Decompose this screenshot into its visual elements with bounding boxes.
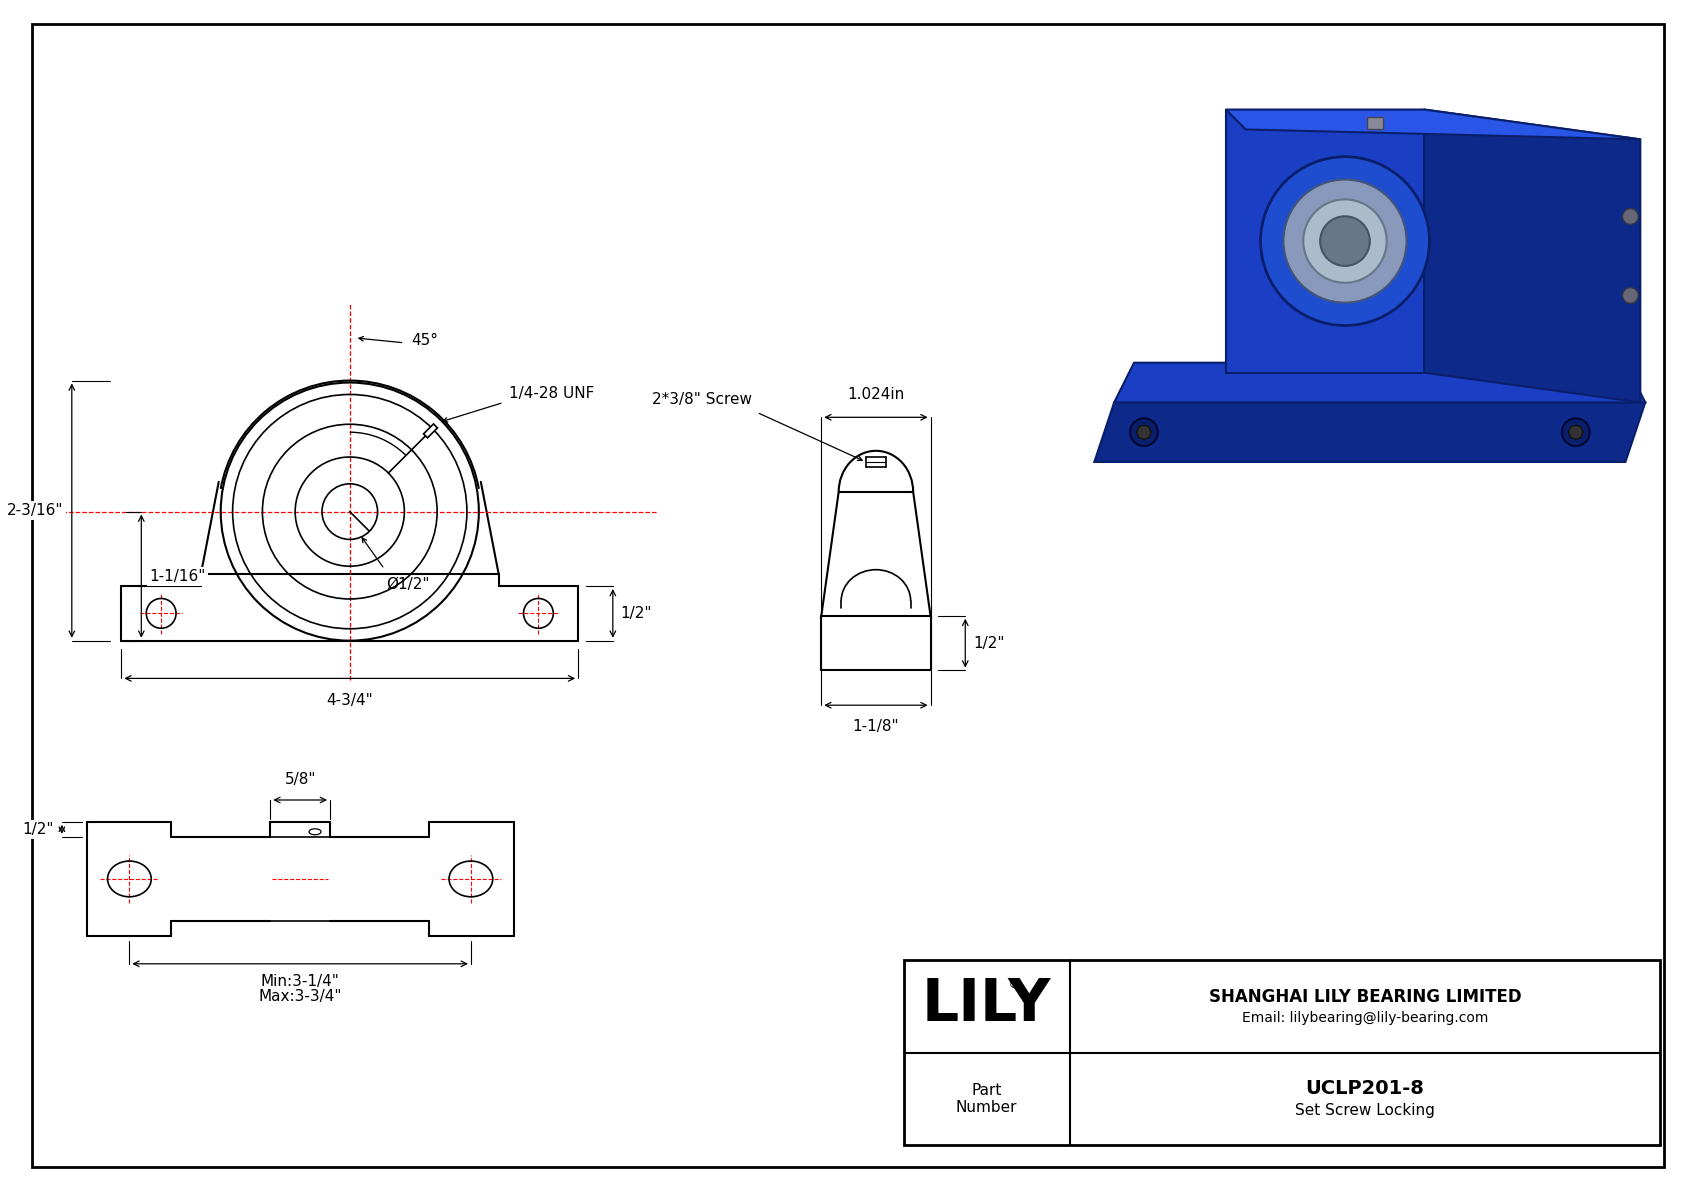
Text: Set Screw Locking: Set Screw Locking — [1295, 1103, 1435, 1118]
Text: 1-1/16": 1-1/16" — [150, 568, 205, 584]
Circle shape — [1320, 217, 1369, 266]
Polygon shape — [1095, 403, 1645, 462]
Text: 1/2": 1/2" — [973, 636, 1005, 650]
Text: 5/8": 5/8" — [285, 772, 317, 787]
Text: 1/4-28 UNF: 1/4-28 UNF — [509, 386, 594, 401]
Polygon shape — [1367, 117, 1383, 130]
Text: 45°: 45° — [411, 333, 438, 348]
Text: 4-3/4": 4-3/4" — [327, 693, 374, 709]
Circle shape — [1569, 425, 1583, 439]
Circle shape — [1303, 199, 1386, 282]
Circle shape — [1622, 287, 1639, 304]
Polygon shape — [424, 424, 438, 438]
Polygon shape — [1115, 363, 1645, 403]
Text: SHANGHAI LILY BEARING LIMITED: SHANGHAI LILY BEARING LIMITED — [1209, 987, 1521, 1005]
Circle shape — [1261, 157, 1430, 325]
Text: 1-1/8": 1-1/8" — [852, 719, 899, 734]
Circle shape — [1622, 208, 1639, 224]
Text: 1.024in: 1.024in — [847, 387, 904, 403]
Circle shape — [1137, 425, 1150, 439]
Polygon shape — [1226, 110, 1640, 139]
Text: LILY: LILY — [921, 975, 1051, 1033]
Text: 2*3/8" Screw: 2*3/8" Screw — [652, 392, 751, 407]
Text: Email: lilybearing@lily-bearing.com: Email: lilybearing@lily-bearing.com — [1241, 1011, 1489, 1025]
Polygon shape — [1226, 110, 1425, 373]
Circle shape — [1561, 418, 1590, 447]
Bar — [904, 960, 1660, 1145]
Polygon shape — [1425, 110, 1640, 403]
Text: ®: ® — [1007, 978, 1021, 992]
Text: 2-3/16": 2-3/16" — [7, 503, 64, 518]
Text: Ø1/2": Ø1/2" — [387, 578, 429, 592]
Text: Min:3-1/4": Min:3-1/4" — [261, 974, 340, 989]
Text: Part
Number: Part Number — [957, 1083, 1017, 1115]
Text: 1/2": 1/2" — [621, 606, 652, 621]
Circle shape — [1130, 418, 1159, 447]
Text: Max:3-3/4": Max:3-3/4" — [258, 989, 342, 1004]
Text: 1/2": 1/2" — [22, 822, 54, 837]
Text: UCLP201-8: UCLP201-8 — [1305, 1079, 1425, 1098]
Circle shape — [1283, 180, 1406, 303]
